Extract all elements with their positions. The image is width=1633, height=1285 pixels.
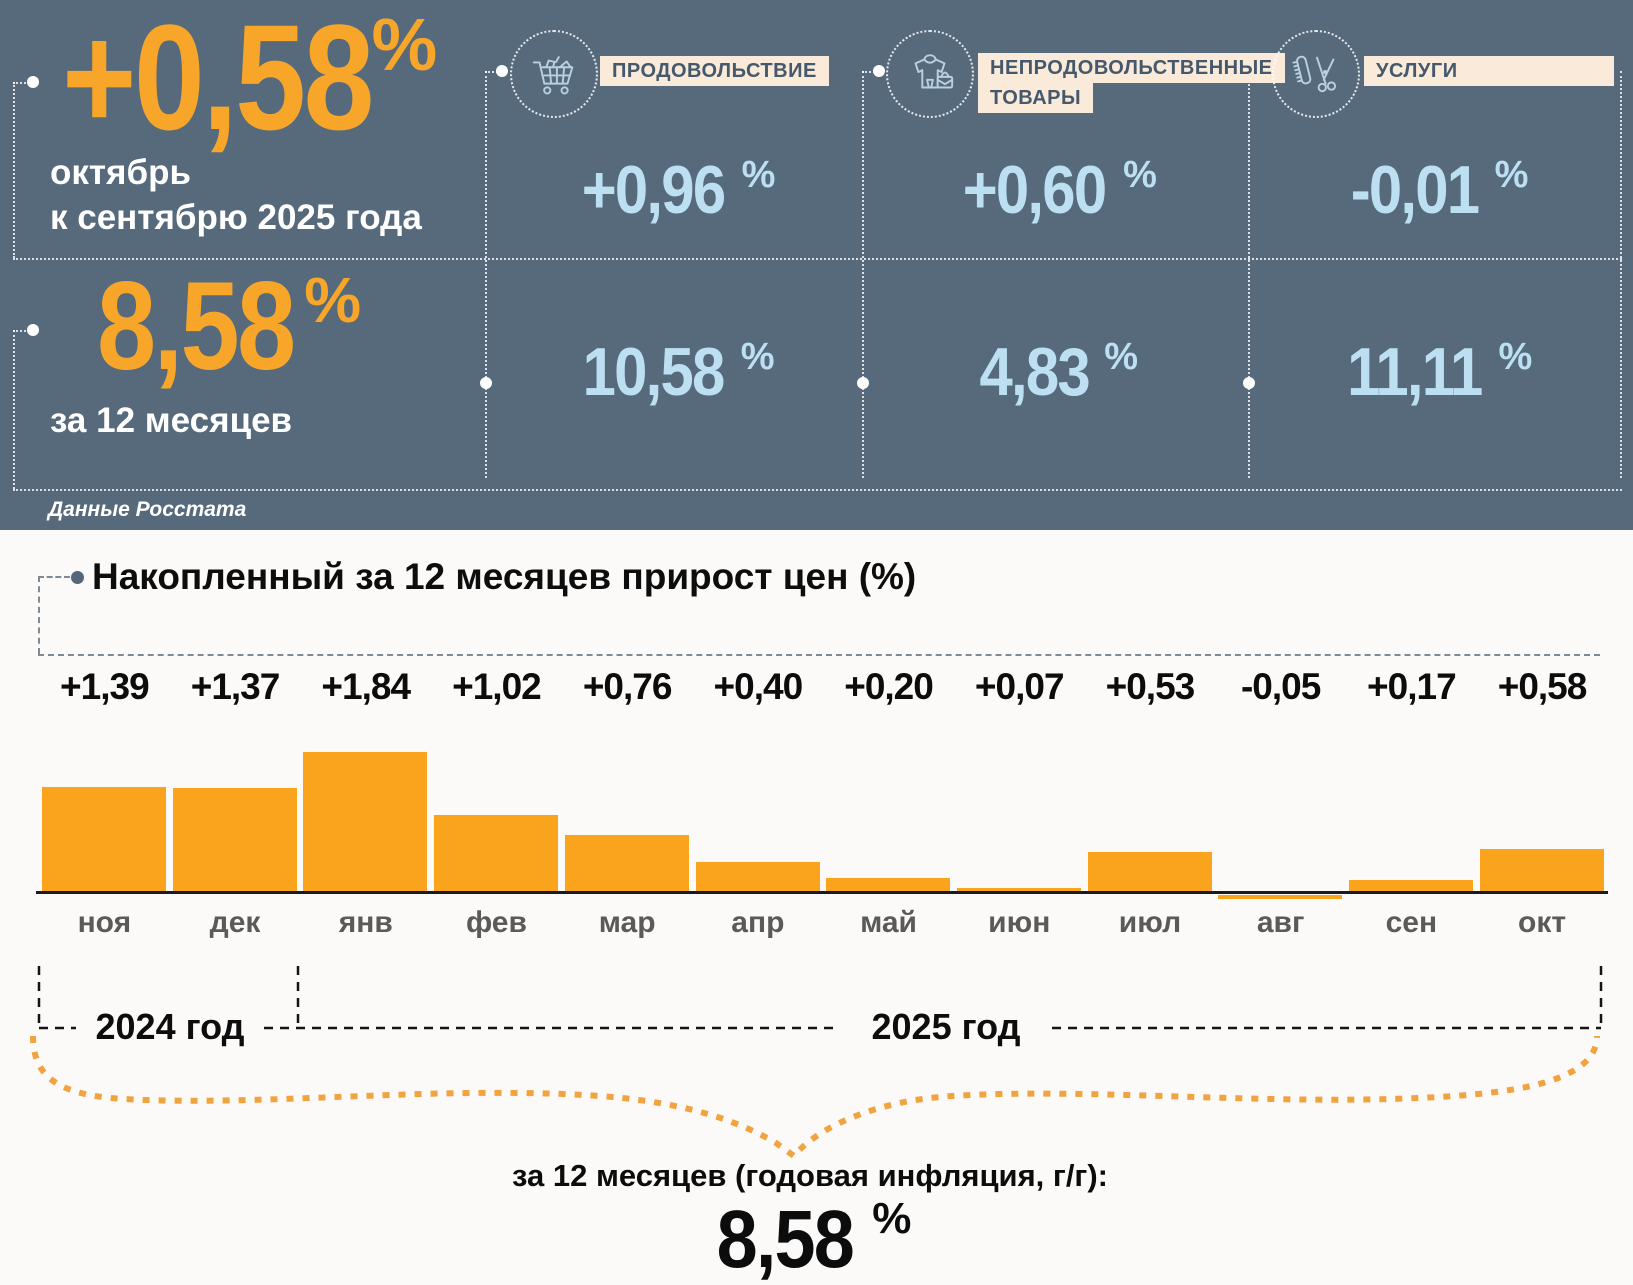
- month-label-янв: янв: [338, 906, 393, 939]
- bar-value-label: +0,07: [974, 666, 1065, 707]
- month-label-мар: мар: [598, 906, 656, 939]
- divider-col3: [1248, 71, 1250, 478]
- bar-ноя: [42, 786, 166, 893]
- month-label-фев: фев: [465, 906, 527, 939]
- clothes-icon: [914, 54, 954, 89]
- bar-value-label: +1,84: [321, 666, 411, 707]
- headline-period-line2: к сентябрю 2025 года: [50, 198, 422, 237]
- month-label-дек: дек: [209, 906, 261, 939]
- connector-dot: [873, 65, 885, 77]
- category-services-monthly: -0,01%: [1350, 152, 1529, 228]
- headline-monthly-value: +0,58 %: [62, 2, 437, 152]
- header-panel: +0,58 % октябрь к сентябрю 2025 года 8,5…: [0, 0, 1633, 530]
- bar-окт: [1479, 848, 1604, 893]
- bar-мар: [564, 834, 689, 893]
- category-food-badge: [510, 30, 598, 118]
- bar-июн: [956, 887, 1081, 893]
- year-label-2025: 2025 год: [871, 1006, 1021, 1047]
- bar-value-label: +0,53: [1105, 666, 1196, 707]
- headline-monthly-unit: %: [371, 3, 438, 86]
- divider-col2: [862, 71, 864, 478]
- divider-right: [1620, 71, 1622, 478]
- bar-value-label: +1,02: [452, 666, 542, 707]
- divider-row1: [13, 258, 1622, 260]
- divider-left-a: [13, 82, 15, 258]
- month-label-июн: июн: [988, 906, 1051, 939]
- bar-value-label: +0,40: [713, 666, 804, 707]
- title-bracket-side: [38, 576, 40, 654]
- category-services-label: УСЛУГИ: [1364, 56, 1614, 86]
- headline-period: октябрь к сентябрю 2025 года: [50, 150, 422, 240]
- bar-value-label: +0,20: [844, 666, 934, 707]
- headline-annual-label: за 12 месяцев: [50, 401, 293, 440]
- category-nonfood-badge: [886, 30, 974, 118]
- month-label-апр: апр: [731, 906, 785, 939]
- bar-value-label: +1,39: [60, 666, 150, 707]
- divider-left-b: [13, 330, 15, 489]
- x-axis-line: [36, 891, 1608, 894]
- category-nonfood-annual: 4,83%: [979, 334, 1139, 410]
- month-label-ноя: ноя: [77, 906, 132, 939]
- month-label-май: май: [860, 906, 917, 939]
- year-bracket-dashes: [37, 966, 1603, 1030]
- annual-brace: [30, 1035, 1600, 1161]
- connector-dot: [27, 76, 39, 88]
- category-food-annual: 10,58%: [582, 334, 775, 410]
- chart-title: Накопленный за 12 месяцев прирост цен (%…: [92, 556, 917, 597]
- connector: [862, 71, 879, 73]
- bar-фев: [434, 814, 559, 893]
- category-services-annual: 11,11%: [1346, 334, 1533, 410]
- headline-monthly-digits: +0,58: [62, 0, 374, 161]
- divider-col1: [485, 71, 487, 478]
- annual-inflation-value: 8,58%: [716, 1194, 912, 1285]
- connector: [485, 71, 502, 73]
- divider-row2: [13, 489, 1622, 491]
- bar-авг: [1218, 895, 1343, 899]
- headline-annual-digits: 8,58: [97, 257, 296, 396]
- headline-annual-value: 8,58 %: [97, 264, 361, 389]
- bar-апр: [695, 862, 820, 893]
- bar-сен: [1349, 879, 1473, 893]
- connector-dot: [496, 65, 508, 77]
- connector-dot: [1243, 377, 1255, 389]
- bar-янв: [303, 752, 428, 893]
- category-food-label: ПРОДОВОЛЬСТВИЕ: [600, 56, 829, 86]
- category-food-monthly: +0,96%: [581, 152, 776, 228]
- category-nonfood-label-line2: ТОВАРЫ: [978, 83, 1094, 113]
- bar-июл: [1087, 852, 1212, 893]
- bar-value-label: +0,58: [1497, 666, 1588, 707]
- bar-value-label: +1,37: [190, 666, 281, 707]
- title-bracket-top: [38, 576, 70, 578]
- connector-dot: [27, 324, 39, 336]
- headline-annual-unit: %: [304, 264, 362, 336]
- bar-value-label: +0,17: [1367, 666, 1457, 707]
- data-source-note: Данные Росстата: [48, 498, 247, 521]
- annual-inflation-label: за 12 месяцев (годовая инфляция, г/г):: [512, 1158, 1108, 1193]
- month-label-авг: авг: [1256, 906, 1305, 939]
- connector: [13, 330, 30, 332]
- year-label-2024: 2024 год: [95, 1006, 245, 1047]
- bar-май: [826, 877, 951, 893]
- connector-dot: [480, 377, 492, 389]
- connector-dot: [857, 377, 869, 389]
- services-icon: [1292, 55, 1337, 93]
- month-label-сен: сен: [1385, 906, 1438, 939]
- bar-дек: [172, 788, 297, 893]
- title-underline: [38, 654, 1600, 656]
- category-nonfood-monthly: +0,60%: [962, 152, 1157, 228]
- category-nonfood-label: НЕПРОДОВОЛЬСТВЕННЫЕ: [978, 53, 1285, 83]
- connector: [13, 82, 30, 84]
- month-label-окт: окт: [1518, 906, 1567, 939]
- cart-icon: [532, 56, 574, 95]
- bar-value-label: -0,05: [1240, 666, 1321, 707]
- headline-period-line1: октябрь: [50, 153, 191, 192]
- month-label-июл: июл: [1118, 906, 1182, 939]
- bar-value-label: +0,76: [582, 666, 673, 707]
- category-services-badge: [1272, 30, 1360, 118]
- title-bullet: [71, 571, 84, 584]
